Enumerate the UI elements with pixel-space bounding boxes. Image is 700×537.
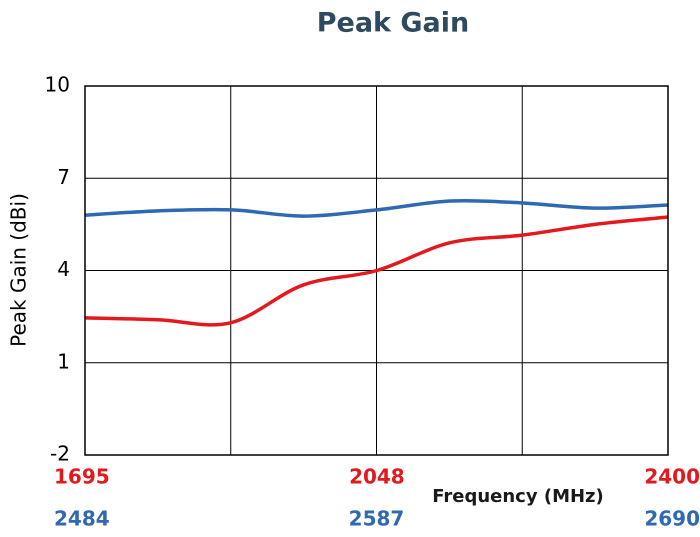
x2-tick-label: 2690 (644, 507, 700, 531)
y-tick-label: 7 (57, 165, 70, 189)
y-tick-label: 1 (57, 349, 70, 373)
x-axis-label: Frequency (MHz) (432, 486, 604, 507)
x-tick-label: 2048 (349, 465, 405, 489)
x2-tick-label: 2587 (349, 507, 405, 531)
x-tick-label: 2400 (644, 465, 700, 489)
series-line (84, 198, 669, 218)
plot-frame (84, 85, 669, 456)
series-line (84, 215, 669, 327)
y-tick-label: 4 (57, 257, 70, 281)
y-tick-label: -2 (50, 442, 70, 466)
x-tick-label: 1695 (54, 465, 110, 489)
chart-title: Peak Gain (317, 8, 470, 39)
y-tick-label: 10 (45, 73, 70, 97)
x2-tick-label: 2484 (54, 507, 110, 531)
y-axis-label: Peak Gain (dBi) (7, 193, 31, 347)
